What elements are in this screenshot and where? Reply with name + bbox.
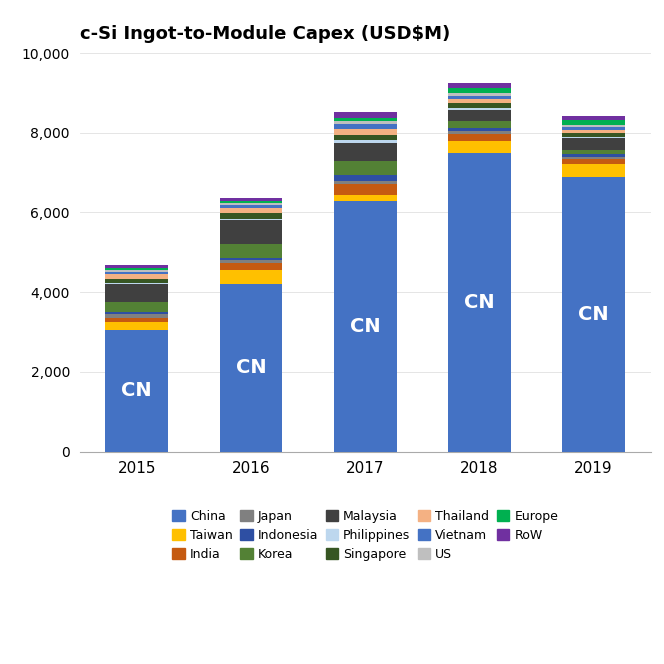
Text: https://celltech.solarenergyevents.com: https://celltech.solarenergyevents.com [13, 634, 218, 644]
Bar [562, 120, 625, 125]
Text: CN: CN [122, 381, 152, 400]
Bar [334, 135, 396, 140]
Bar [562, 157, 625, 159]
Bar [106, 302, 168, 312]
Legend: China, Taiwan, India, Japan, Indonesia, Korea, Malaysia, Philippines, Singapore,: China, Taiwan, India, Japan, Indonesia, … [172, 509, 558, 561]
Bar [220, 219, 282, 220]
Bar [334, 143, 396, 161]
Bar [334, 129, 396, 135]
Text: Penang, Malaysia: Penang, Malaysia [13, 606, 123, 616]
Bar [448, 134, 511, 141]
Bar [448, 141, 511, 153]
Bar [106, 265, 168, 268]
Bar [562, 150, 625, 154]
Bar [106, 284, 168, 302]
Bar [562, 137, 625, 138]
Bar [562, 138, 625, 150]
Bar [448, 153, 511, 452]
Bar [334, 195, 396, 201]
Bar [334, 122, 396, 124]
Bar [220, 284, 282, 452]
Bar [562, 164, 625, 177]
Bar [106, 314, 168, 318]
Bar [220, 244, 282, 258]
Text: c-Si Ingot-to-Module Capex (USD$M): c-Si Ingot-to-Module Capex (USD$M) [80, 25, 450, 43]
Bar [334, 124, 396, 129]
Text: CN: CN [350, 317, 380, 335]
Bar [334, 161, 396, 175]
Bar [106, 318, 168, 322]
Bar [106, 312, 168, 314]
Bar [220, 198, 282, 201]
Bar [220, 203, 282, 205]
Bar [106, 268, 168, 270]
Bar [334, 175, 396, 181]
Bar [220, 213, 282, 219]
Bar [562, 130, 625, 133]
Bar [220, 260, 282, 263]
Text: CN: CN [236, 359, 266, 377]
Bar [334, 201, 396, 452]
Bar [562, 125, 625, 127]
Bar [106, 322, 168, 330]
Bar [448, 83, 511, 88]
Bar [220, 220, 282, 244]
Text: 10-11 March 2020: 10-11 March 2020 [13, 577, 125, 587]
Text: PVCELLTECH: PVCELLTECH [496, 606, 651, 625]
Text: CN: CN [464, 293, 495, 311]
Text: CONFERENCE: CONFERENCE [584, 577, 651, 587]
Bar [448, 121, 511, 128]
Bar [448, 96, 511, 100]
Bar [220, 258, 282, 260]
Bar [220, 263, 282, 270]
Bar [334, 118, 396, 122]
Text: CN: CN [578, 305, 609, 323]
Bar [220, 270, 282, 284]
Bar [562, 133, 625, 137]
Bar [106, 283, 168, 284]
Bar [448, 103, 511, 108]
Bar [448, 110, 511, 121]
Bar [562, 116, 625, 120]
Bar [448, 88, 511, 92]
Bar [562, 159, 625, 164]
Bar [448, 100, 511, 103]
Bar [220, 208, 282, 213]
Bar [562, 127, 625, 130]
Bar [106, 280, 168, 283]
Bar [562, 177, 625, 452]
Bar [220, 201, 282, 203]
Bar [334, 140, 396, 143]
Bar [448, 131, 511, 134]
Bar [106, 272, 168, 274]
Bar [220, 205, 282, 208]
Bar [106, 330, 168, 452]
Bar [334, 181, 396, 184]
Bar [448, 128, 511, 131]
Bar [448, 108, 511, 110]
Bar [106, 270, 168, 272]
Bar [334, 184, 396, 195]
Bar [562, 154, 625, 157]
Bar [334, 112, 396, 118]
Bar [106, 274, 168, 280]
Bar [448, 92, 511, 96]
